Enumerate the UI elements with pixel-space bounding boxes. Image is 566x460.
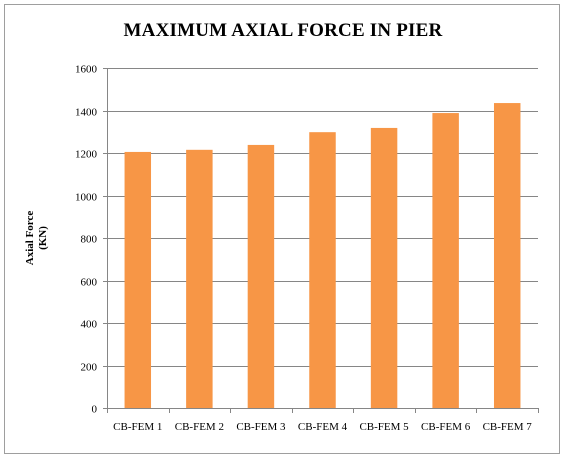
x-tick-label: CB-FEM 5 xyxy=(359,421,409,433)
chart-frame xyxy=(4,4,560,454)
y-tick-label: 400 xyxy=(81,319,98,331)
chart-title: MAXIMUM AXIAL FORCE IN PIER xyxy=(123,20,443,41)
y-axis-title-line-1: Axial Force xyxy=(24,211,36,266)
x-tick-label: CB-FEM 6 xyxy=(421,421,471,433)
bar-2 xyxy=(186,149,213,408)
y-tick-label: 0 xyxy=(92,404,98,416)
y-tick-label: 1400 xyxy=(75,107,98,119)
bar-1 xyxy=(124,151,152,408)
y-tick-label: 1600 xyxy=(75,64,98,76)
y-tick-label: 200 xyxy=(81,362,98,374)
x-tick-label: CB-FEM 2 xyxy=(175,421,224,433)
y-tick-label: 800 xyxy=(81,234,98,246)
bar-4 xyxy=(309,132,336,408)
x-tick-label: CB-FEM 3 xyxy=(236,421,286,433)
y-axis-title-line-2: (KN) xyxy=(37,226,49,250)
y-tick-label: 1200 xyxy=(75,149,98,161)
y-tick-label: 1000 xyxy=(75,192,98,204)
bar-6 xyxy=(432,113,459,409)
x-tick-label: CB-FEM 4 xyxy=(298,421,348,433)
y-tick-label: 600 xyxy=(81,277,98,289)
bar-7 xyxy=(493,103,521,408)
bar-5 xyxy=(370,127,398,409)
x-tick-label: CB-FEM 7 xyxy=(483,421,533,433)
x-tick-label: CB-FEM 1 xyxy=(113,421,162,433)
bar-3 xyxy=(247,144,275,408)
